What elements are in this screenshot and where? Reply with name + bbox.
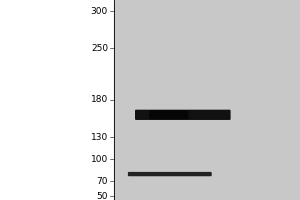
Text: 250: 250 — [91, 44, 108, 53]
Text: 50: 50 — [97, 192, 108, 200]
FancyBboxPatch shape — [129, 173, 211, 176]
Text: 130: 130 — [91, 133, 108, 142]
Text: 100: 100 — [91, 155, 108, 164]
Bar — [114, 0, 300, 200]
FancyBboxPatch shape — [150, 111, 188, 119]
Text: 70: 70 — [97, 177, 108, 186]
FancyBboxPatch shape — [136, 110, 230, 119]
Text: 300: 300 — [91, 7, 108, 16]
Text: 180: 180 — [91, 96, 108, 104]
